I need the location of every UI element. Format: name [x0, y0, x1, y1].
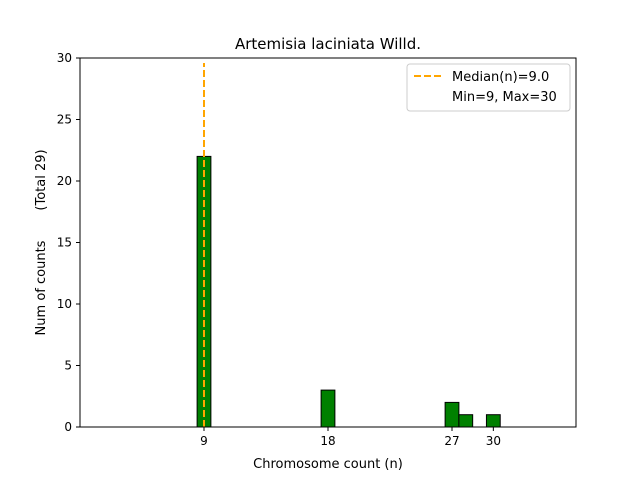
bar-1 — [320, 389, 336, 428]
y-axis-total-label: (Total 29) — [34, 149, 49, 210]
legend: Median(n)=9.0 Min=9, Max=30 — [406, 63, 571, 112]
y-tick-label-10: 10 — [57, 297, 72, 311]
x-tick-label-27: 27 — [444, 434, 459, 448]
y-tick-label-0: 0 — [64, 420, 72, 434]
x-axis-label: Chromosome count (n) — [253, 457, 403, 472]
y-tick-label-5: 5 — [64, 359, 72, 373]
y-axis-ticks: 0 5 10 15 20 25 30 — [57, 51, 80, 434]
y-tick-label-30: 30 — [57, 51, 72, 65]
plot-frame — [79, 57, 577, 428]
bars-group — [196, 155, 535, 428]
y-axis-label: Num of counts — [34, 240, 49, 335]
y-tick-label-15: 15 — [57, 236, 72, 250]
x-tick-label-9: 9 — [200, 434, 208, 448]
y-tick-label-25: 25 — [57, 113, 72, 127]
legend-median-label: Median(n)=9.0 — [452, 70, 549, 85]
x-tick-label-30: 30 — [486, 434, 501, 448]
y-tick-label-20: 20 — [57, 174, 72, 188]
bar-3 — [458, 414, 474, 428]
bar-4 — [485, 414, 501, 428]
bar-2 — [444, 401, 460, 428]
legend-minmax-label: Min=9, Max=30 — [452, 90, 557, 105]
legend-box — [406, 63, 571, 112]
chart-title: Artemisia laciniata Willd. — [235, 35, 421, 53]
x-axis-ticks: 9 18 27 30 — [200, 427, 501, 448]
x-tick-label-18: 18 — [320, 434, 335, 448]
